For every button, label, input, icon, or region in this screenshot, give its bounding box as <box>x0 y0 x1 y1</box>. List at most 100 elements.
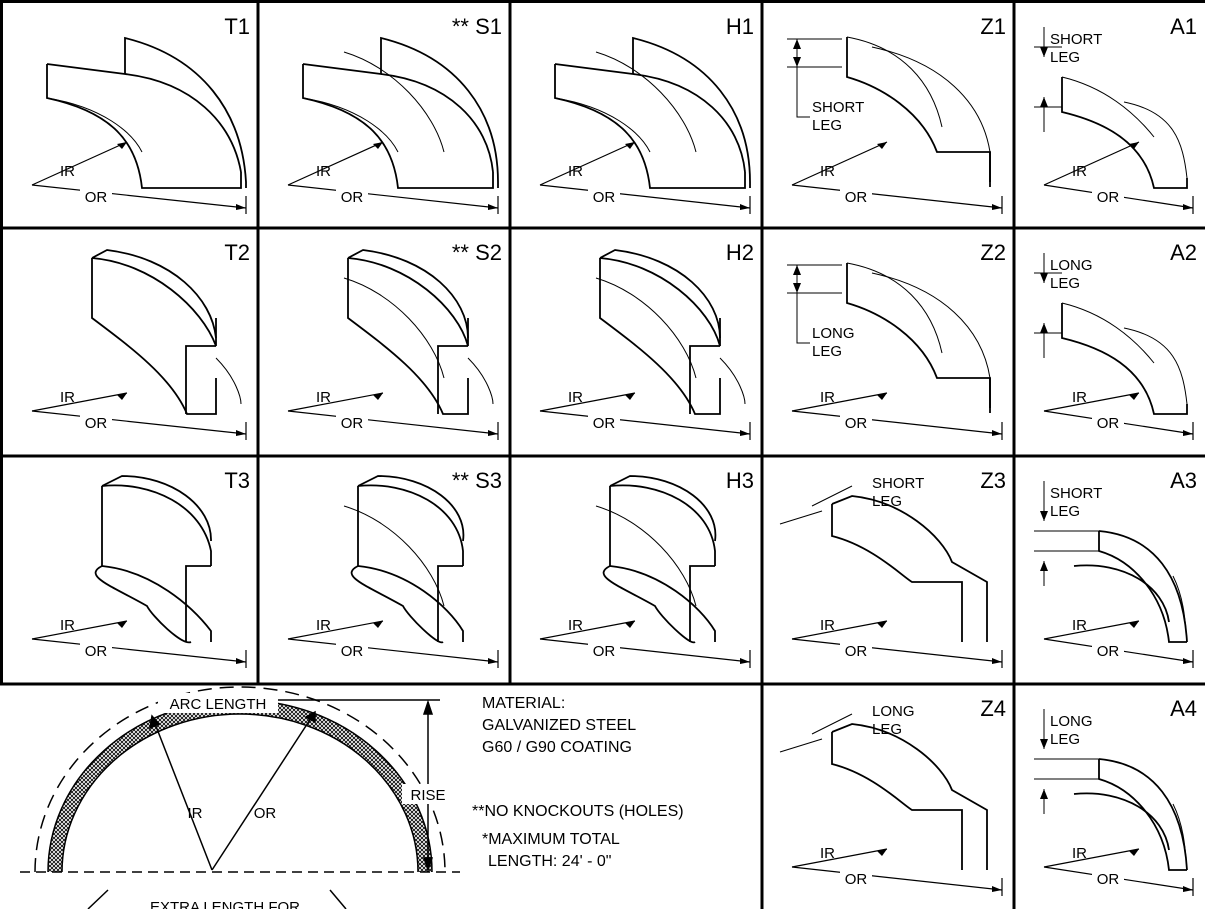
profile-code-label: T2 <box>224 240 250 265</box>
ir-arrowhead <box>625 621 635 628</box>
material-line-2: G60 / G90 COATING <box>482 739 632 756</box>
ir-arrowhead <box>625 393 635 400</box>
or-dim-line <box>539 410 751 435</box>
material-heading: MATERIAL: <box>482 695 566 712</box>
or-label: OR <box>845 189 868 206</box>
or-dim-line <box>31 638 247 663</box>
profile-cell-h2: IR OR H2 <box>539 240 754 440</box>
or-label: OR <box>341 189 364 206</box>
z-profile-outline <box>831 732 963 870</box>
profile-code-label: A4 <box>1170 696 1197 721</box>
a-profile-outline <box>1098 759 1187 871</box>
ir-arrowhead <box>1129 142 1139 149</box>
ir-label: IR <box>820 163 835 180</box>
ir-label: IR <box>316 389 331 406</box>
profile-code-label: ** S2 <box>452 240 502 265</box>
leg-label-bottom: LEG <box>1050 731 1080 748</box>
ir-dim-leader <box>539 620 636 640</box>
or-label: OR <box>845 643 868 660</box>
or-label: OR <box>593 415 616 432</box>
ir-arrowhead <box>373 142 383 149</box>
z-profile-outline <box>846 263 991 408</box>
profile-cell-h3: IR OR H3 <box>539 468 754 668</box>
ir-dim-leader <box>287 141 384 186</box>
arc-ir-label: IR <box>188 805 203 822</box>
ir-dim-leader <box>1043 848 1140 868</box>
profile-code-label: ** S3 <box>452 468 502 493</box>
profile-code-label: ** S1 <box>452 14 502 39</box>
ir-label: IR <box>316 617 331 634</box>
ir-dim-leader <box>539 392 636 412</box>
or-label: OR <box>85 189 108 206</box>
ir-label: IR <box>568 389 583 406</box>
ir-arrowhead <box>1129 849 1139 856</box>
ir-label: IR <box>820 617 835 634</box>
profile-cell-t1: IR OR T1 <box>31 14 250 214</box>
or-arrowhead <box>992 658 1002 664</box>
ir-dim-leader <box>287 620 384 640</box>
ir-arrowhead <box>877 849 887 856</box>
or-leader <box>211 711 316 871</box>
or-label: OR <box>85 643 108 660</box>
arc-or-label: OR <box>254 805 277 822</box>
leg-label-top: LONG <box>812 325 855 342</box>
ir-label: IR <box>316 163 331 180</box>
or-arrowhead <box>236 658 246 664</box>
ir-dim-leader <box>539 141 636 186</box>
profile-code-label: Z4 <box>980 696 1006 721</box>
or-arrowhead <box>488 204 498 210</box>
or-arrowhead <box>740 658 750 664</box>
profile-code-label: T1 <box>224 14 250 39</box>
profile-cell-s3: IR OR ** S3 <box>287 468 502 668</box>
channel-outline <box>347 258 469 415</box>
ir-label: IR <box>1072 389 1087 406</box>
leg-label-bottom: LEG <box>1050 503 1080 520</box>
or-dim-line <box>539 184 751 209</box>
or-arrowhead <box>488 430 498 436</box>
leg-label-top: SHORT <box>1050 31 1102 48</box>
or-label: OR <box>593 189 616 206</box>
arc-length-label-bg <box>158 693 278 713</box>
ir-arrowhead <box>625 142 635 149</box>
profile-code-label: H3 <box>726 468 754 493</box>
ir-dim-leader <box>1043 620 1140 640</box>
ir-dim-leader <box>791 848 888 868</box>
ir-dim-leader <box>1043 392 1140 412</box>
ir-label: IR <box>1072 163 1087 180</box>
channel-outline <box>101 486 212 642</box>
profile-cell-s1: IR OR ** S1 <box>287 14 502 214</box>
channel-outline <box>302 64 494 189</box>
arc-length-dashed-arc <box>34 686 446 873</box>
or-label: OR <box>1097 415 1120 432</box>
or-label: OR <box>1097 189 1120 206</box>
a-profile-outline <box>1061 303 1188 415</box>
profile-cell-t2: IR OR T2 <box>31 240 250 440</box>
material-notes: MATERIAL: GALVANIZED STEEL G60 / G90 COA… <box>472 693 752 873</box>
or-label: OR <box>341 415 364 432</box>
or-arrowhead <box>1183 658 1193 664</box>
ir-dim-leader <box>31 620 128 640</box>
channel-outline <box>46 64 242 189</box>
ir-label: IR <box>568 163 583 180</box>
arc-length-label: ARC LENGTH <box>170 696 267 713</box>
channel-outline <box>357 486 464 642</box>
leg-label-top: LONG <box>1050 257 1093 274</box>
leg-label-top: SHORT <box>1050 485 1102 502</box>
ir-leader-arrow <box>149 714 161 730</box>
material-line-1: GALVANIZED STEEL <box>482 717 637 734</box>
ir-dim-leader <box>287 392 384 412</box>
ir-dim-leader <box>31 141 128 186</box>
profile-code-label: A3 <box>1170 468 1197 493</box>
ir-dim-leader <box>791 392 888 412</box>
z-profile-outline <box>831 504 963 642</box>
profile-cell-h1: IR OR H1 <box>539 14 754 214</box>
inner-radius-arc <box>61 713 419 873</box>
profile-cell-s2: IR OR ** S2 <box>287 240 502 440</box>
leg-label-bottom: LEG <box>1050 275 1080 292</box>
or-arrowhead <box>1183 886 1193 892</box>
